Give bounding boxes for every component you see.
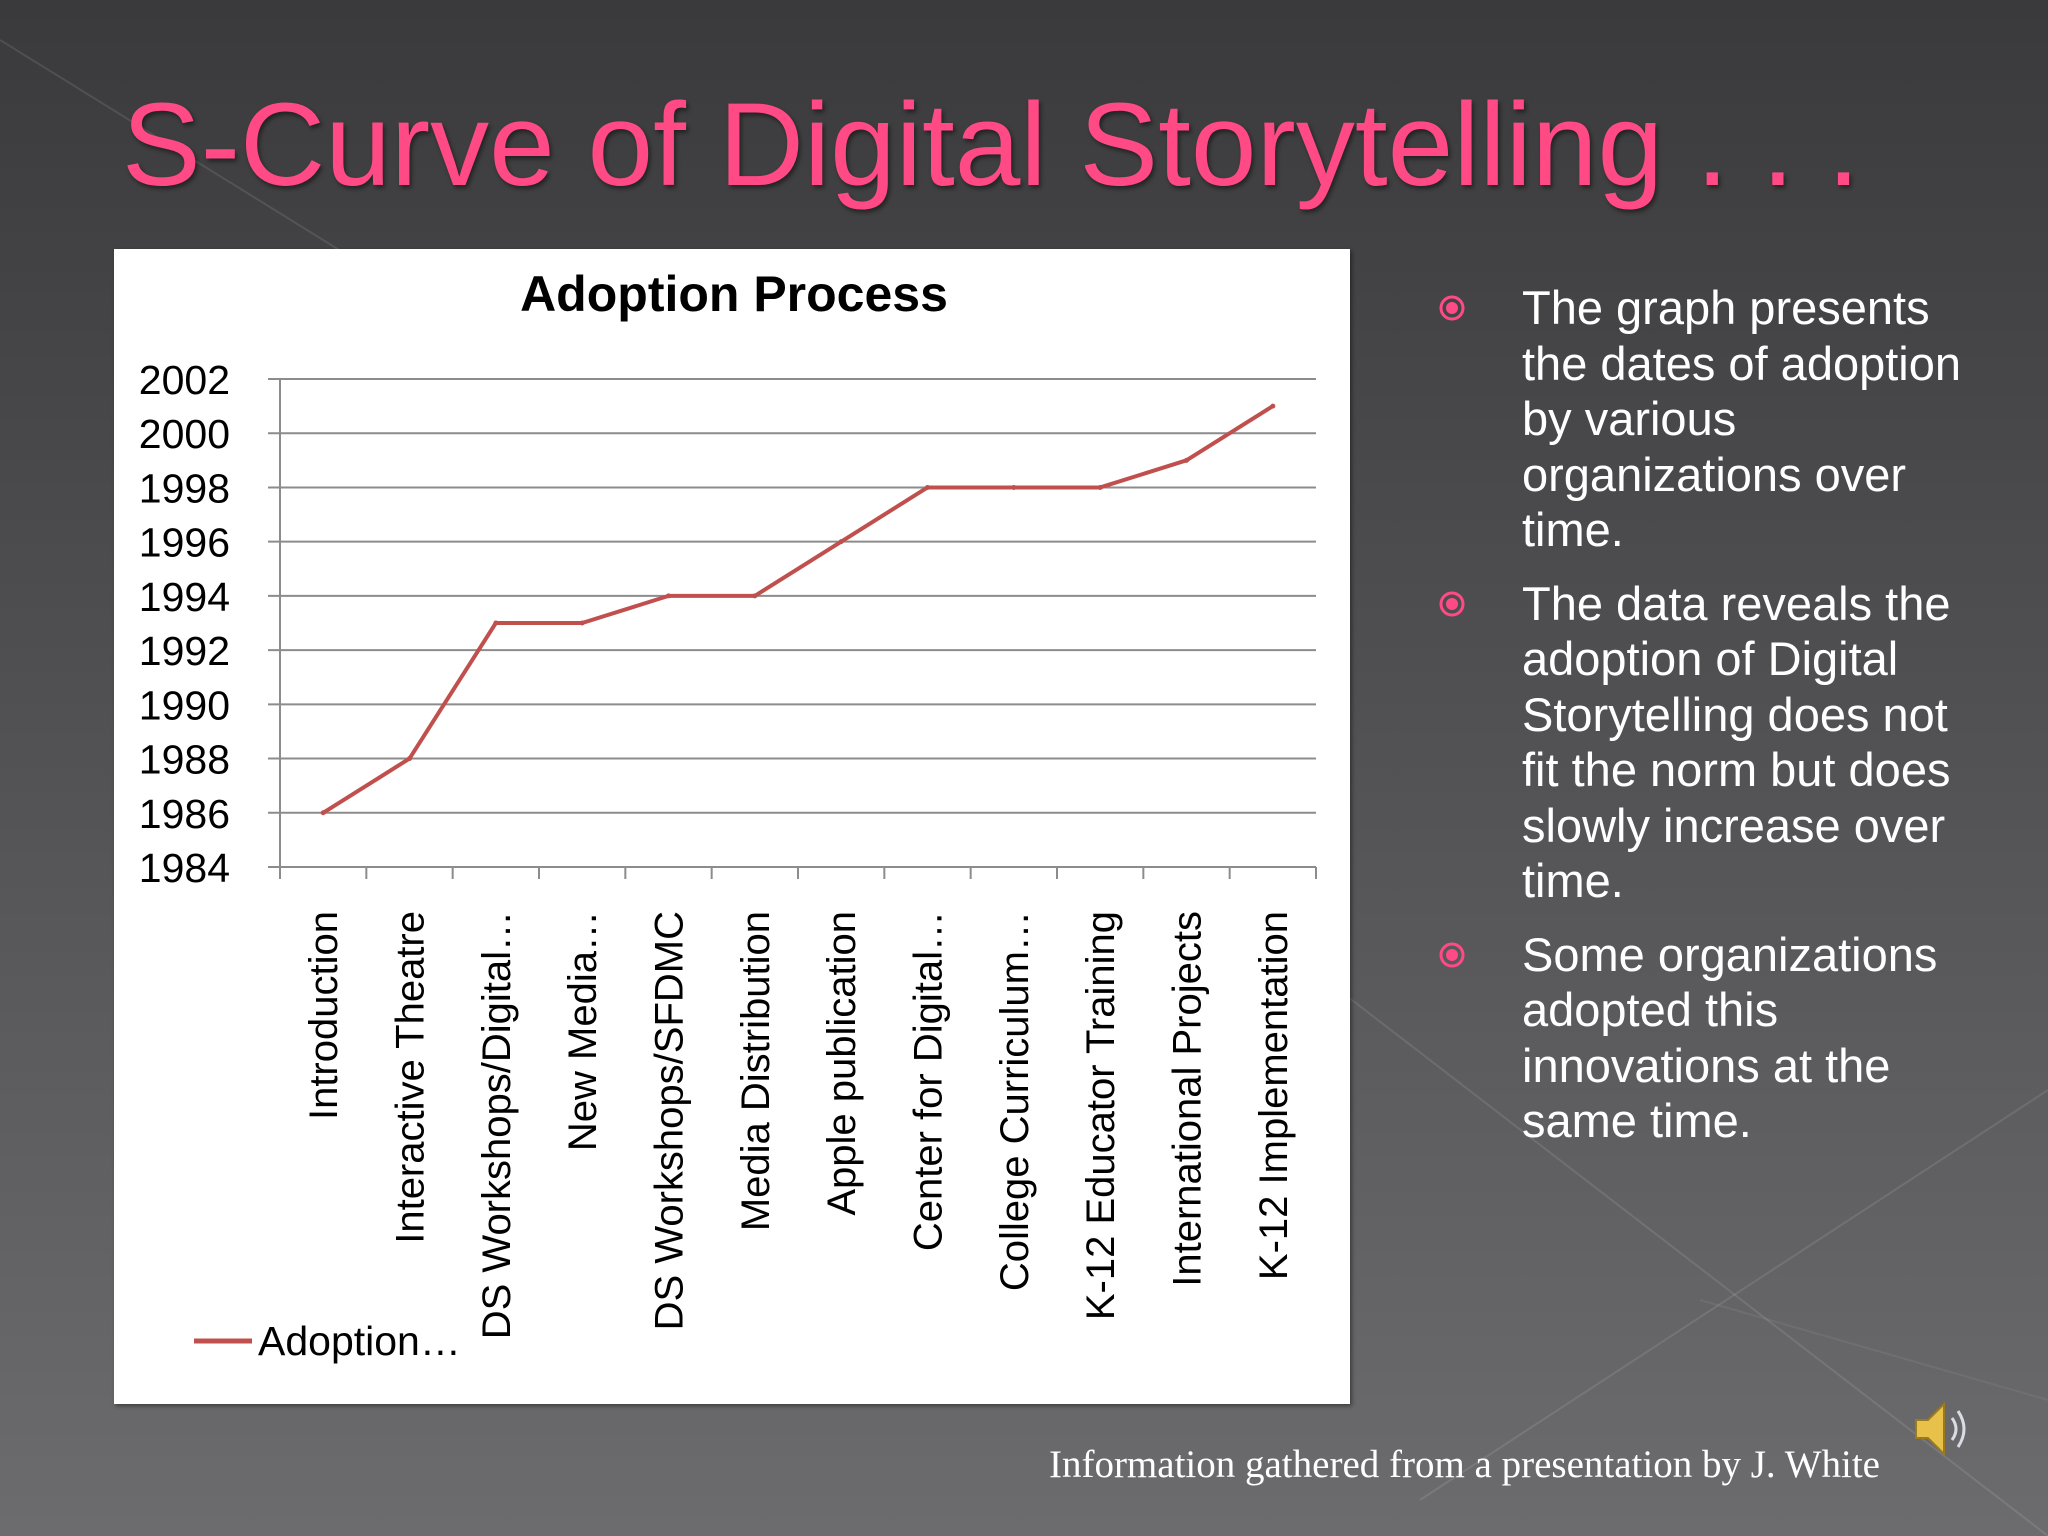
- y-axis-ticks: 1984 1986 1988 1990 1992 1994 1996 1998 2000 2002: [139, 357, 230, 891]
- data-point: [1184, 457, 1189, 463]
- y-tick-label: 1992: [139, 628, 230, 674]
- y-tick-label: 2000: [139, 411, 230, 457]
- radio-bullet-icon: [1439, 295, 1465, 321]
- x-tick-label: Center for Digital…: [907, 911, 951, 1251]
- y-tick-label: 1996: [139, 520, 230, 566]
- x-tick-label: Media Distribution: [734, 911, 778, 1231]
- bullet-text: The data reveals the adoption of Digital…: [1522, 576, 1951, 908]
- bullet-text: Some organizations adopted this innovati…: [1522, 927, 1938, 1148]
- bullet-item: The data reveals the adoption of Digital…: [1430, 576, 1990, 909]
- data-point: [752, 593, 758, 599]
- bullet-list: The graph presents the dates of adoption…: [1430, 280, 1990, 1320]
- data-point: [1097, 484, 1103, 490]
- x-tick-label: Introduction: [302, 911, 346, 1120]
- y-tick-label: 1990: [139, 682, 230, 728]
- x-tick-label: DS Workshops/Digital…: [475, 911, 519, 1339]
- y-tick-label: 2002: [139, 357, 230, 403]
- data-point: [579, 620, 585, 626]
- data-point: [1011, 484, 1017, 490]
- source-footer: Information gathered from a presentation…: [1048, 1443, 1880, 1486]
- data-point: [925, 484, 930, 490]
- slide-title: S-Curve of Digital Storytelling . . .: [122, 79, 1860, 211]
- y-tick-label: 1998: [139, 465, 230, 511]
- data-point: [1270, 403, 1276, 409]
- radio-bullet-icon: [1439, 942, 1465, 967]
- chart-panel: Adoption Process 1984 1986 1988 1990 1992 199…: [114, 249, 1350, 1404]
- bullet-text: The graph presents the dates of adoption…: [1522, 281, 1962, 556]
- x-tick-label: International Projects: [1166, 911, 1210, 1287]
- radio-bullet-icon: [1439, 591, 1465, 616]
- legend: Adoption…: [194, 1318, 461, 1364]
- y-tick-label: 1994: [139, 574, 230, 620]
- data-point: [320, 810, 326, 816]
- bullet-item: The graph presents the dates of adoption…: [1430, 280, 1990, 558]
- data-point: [493, 620, 499, 626]
- data-point: [838, 539, 844, 545]
- y-tick-label: 1984: [139, 845, 230, 891]
- x-tick-label: DS Workshops/SFDMC: [648, 911, 692, 1330]
- data-point: [407, 756, 412, 762]
- bullet-item: Some organizations adopted this innovati…: [1430, 927, 1990, 1149]
- x-tick-label: Interactive Theatre: [389, 911, 433, 1244]
- y-tick-label: 1986: [139, 791, 230, 837]
- x-tick-label: New Media…: [561, 911, 605, 1151]
- adoption-line-chart: Adoption Process 1984 1986 1988 1990 1992 199…: [139, 266, 1317, 1364]
- x-axis-labels: Introduction Interactive Theatre DS Worksh…: [302, 911, 1296, 1339]
- series-layer: [320, 403, 1276, 816]
- x-tick-label: College Curriculum…: [993, 911, 1037, 1291]
- x-tick-label: K-12 Implementation: [1252, 911, 1296, 1280]
- x-axis: [268, 379, 1317, 879]
- chart-title: Adoption Process: [520, 266, 948, 322]
- series-line: [322, 404, 1274, 815]
- data-point: [666, 593, 671, 599]
- gridlines: [268, 378, 1316, 814]
- speaker-icon[interactable]: [1908, 1394, 1978, 1464]
- x-tick-label: Apple publication: [820, 911, 864, 1216]
- legend-label: Adoption…: [258, 1318, 461, 1364]
- x-tick-label: K-12 Educator Training: [1079, 911, 1123, 1320]
- y-tick-label: 1988: [139, 737, 230, 783]
